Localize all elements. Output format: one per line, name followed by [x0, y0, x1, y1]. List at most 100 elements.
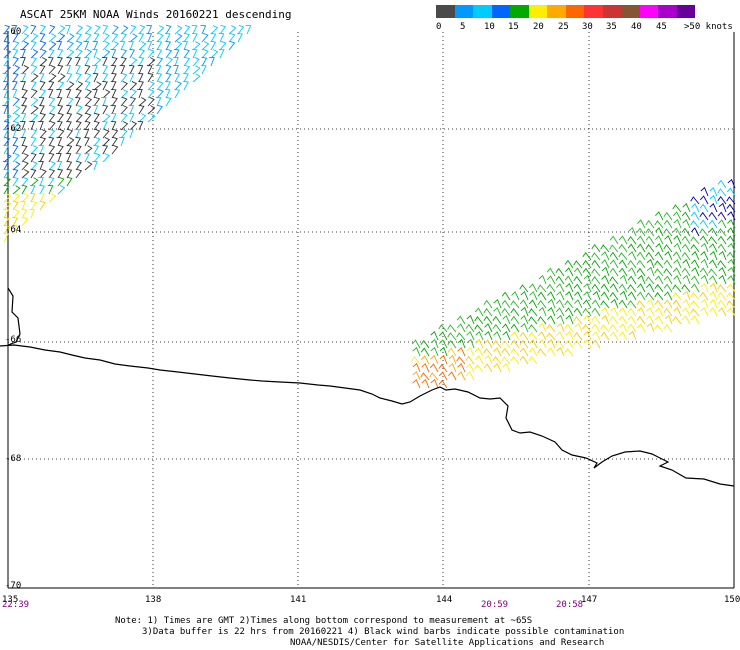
wind-barb: [573, 339, 583, 349]
wind-barb: [30, 73, 39, 83]
wind-barb: [75, 25, 84, 35]
wind-barb: [627, 259, 637, 269]
wind-barb: [20, 120, 26, 131]
wind-barb: [66, 160, 73, 171]
wind-barb: [93, 112, 100, 123]
wind-barb: [537, 284, 547, 293]
wind-barb: [38, 144, 45, 155]
wind-barb: [627, 236, 637, 245]
wind-barb: [12, 120, 20, 131]
wind-barb: [646, 307, 655, 317]
wind-barb: [75, 152, 82, 163]
wind-barb: [39, 184, 45, 195]
wind-barb: [38, 120, 44, 131]
wind-barb: [165, 96, 172, 107]
wind-barb: [30, 144, 38, 155]
wind-barb: [93, 81, 102, 91]
wind-barb: [510, 339, 520, 349]
wind-barb: [237, 24, 245, 35]
wind-barb: [601, 259, 610, 269]
wind-barb: [528, 308, 538, 317]
wind-barb: [137, 72, 144, 83]
colorbar-swatch: [565, 5, 584, 18]
wind-barb: [21, 216, 29, 227]
wind-barb: [65, 88, 72, 99]
wind-barb: [120, 104, 128, 115]
wind-barb: [501, 299, 511, 309]
wind-barb: [717, 188, 727, 197]
wind-barb: [430, 338, 439, 349]
wind-barb: [565, 282, 574, 293]
wind-barb: [466, 314, 475, 325]
wind-barb: [573, 307, 583, 317]
wind-barb: [75, 160, 82, 171]
wind-barb: [3, 153, 12, 163]
wind-barb: [57, 104, 64, 115]
wind-barb: [474, 364, 484, 373]
wind-barb: [700, 258, 709, 269]
wind-barb: [438, 324, 448, 333]
wind-barb: [48, 104, 56, 115]
wind-barb: [156, 25, 165, 35]
wind-barb: [20, 48, 26, 59]
wind-barb: [609, 235, 619, 245]
wind-barb: [12, 48, 19, 59]
wind-barb: [146, 40, 153, 51]
wind-barb: [165, 24, 172, 35]
wind-barb: [174, 80, 182, 91]
wind-barb: [591, 299, 601, 309]
wind-barb: [412, 362, 421, 373]
wind-barb: [699, 291, 709, 301]
wind-barb: [672, 299, 682, 309]
wind-barb: [519, 355, 529, 365]
wind-barb: [637, 307, 646, 317]
wind-barb: [138, 24, 146, 35]
wind-barb: [709, 291, 718, 301]
wind-barb: [475, 331, 484, 341]
wind-barb: [465, 371, 475, 381]
wind-barb: [474, 324, 484, 333]
wind-barb: [12, 185, 21, 195]
wind-barb: [111, 40, 119, 51]
wind-barb: [411, 356, 421, 365]
wind-barb: [520, 290, 529, 301]
wind-barb: [573, 332, 583, 341]
wind-barb: [147, 105, 156, 115]
wind-barb: [156, 80, 164, 91]
wind-barb: [174, 72, 181, 83]
wind-barb: [102, 49, 111, 59]
wind-barb: [75, 64, 81, 75]
wind-barb: [93, 57, 102, 67]
wind-barb: [717, 235, 727, 245]
wind-barb: [75, 104, 83, 115]
wind-barb: [645, 219, 655, 229]
wind-barb: [609, 291, 619, 301]
wind-barb: [664, 314, 673, 325]
wind-barb: [618, 283, 628, 293]
wind-barb: [510, 315, 520, 325]
wind-barb: [465, 363, 475, 373]
wind-barb: [528, 355, 538, 365]
wind-barb: [700, 186, 709, 197]
wind-barb: [38, 96, 45, 107]
wind-barb: [636, 259, 646, 269]
wind-barb: [636, 243, 646, 253]
wind-barb: [155, 96, 162, 107]
wind-barb: [546, 275, 556, 285]
wind-barb: [618, 299, 628, 309]
wind-barb: [483, 299, 493, 309]
wind-barb: [3, 40, 10, 51]
wind-barb: [128, 128, 134, 139]
wind-barb: [12, 32, 19, 43]
wind-barb: [591, 244, 601, 253]
wind-barb: [66, 120, 72, 131]
wind-barb: [574, 299, 583, 309]
colorbar-swatch: [621, 5, 640, 18]
wind-barb: [663, 259, 673, 269]
wind-barb: [201, 48, 209, 59]
wind-barb: [47, 88, 54, 99]
wind-barb: [21, 41, 30, 51]
wind-barb: [483, 339, 493, 349]
wind-barb: [110, 104, 117, 115]
wind-barb: [727, 242, 736, 253]
